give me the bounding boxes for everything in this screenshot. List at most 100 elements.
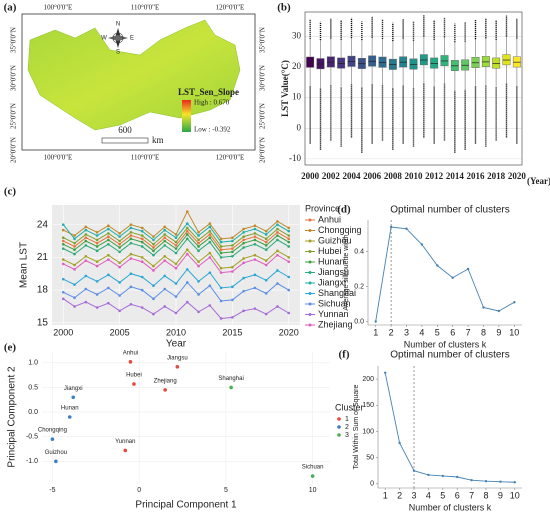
point: [197, 230, 200, 234]
point: [174, 282, 178, 285]
point: [118, 250, 121, 254]
point: [253, 224, 257, 228]
point: [197, 310, 200, 314]
point: [219, 286, 223, 290]
legend-dot: [308, 281, 312, 285]
point: [118, 232, 121, 235]
x-tick-label: 5: [440, 490, 445, 500]
y-tick-label: 0: [297, 122, 302, 132]
y-tick-label: 150: [362, 402, 374, 409]
point: [129, 241, 133, 245]
point: [242, 227, 245, 231]
point: [264, 237, 268, 241]
point: [253, 258, 257, 261]
point: [84, 239, 88, 243]
point: [219, 266, 223, 270]
point: [84, 228, 88, 232]
x-tick-label: 2008: [384, 171, 403, 181]
legend-title: LST_Sen_Slope: [178, 87, 239, 97]
scale-unit: km: [152, 135, 164, 145]
point: [185, 300, 189, 304]
point: [513, 481, 516, 484]
legend-high: High : 0.670: [194, 99, 230, 107]
point: [231, 270, 234, 273]
point: [73, 252, 76, 256]
x-tick-label: 3: [404, 327, 409, 337]
point: [219, 237, 223, 241]
y-tick-label: 0.4: [354, 248, 364, 255]
point: [197, 241, 200, 245]
y-tick-label: 0: [370, 481, 374, 488]
point: [61, 236, 65, 240]
x-tick-label: 6: [450, 327, 455, 337]
x-axis-label: Number of clusters k: [409, 502, 492, 512]
series-line: [384, 372, 515, 483]
lat-label: 20°0'0"N: [259, 137, 267, 163]
x-tick-label: 2005: [110, 327, 130, 337]
legend-dot: [337, 425, 341, 429]
point: [253, 242, 257, 246]
point: [152, 253, 155, 257]
point: [264, 229, 268, 233]
x-tick-label: 10: [309, 487, 317, 494]
point: [118, 242, 121, 246]
point-label: Yunnan: [115, 439, 135, 445]
x-axis-label: Principal Component 1: [135, 500, 237, 511]
legend-label: 2: [345, 424, 349, 431]
point: [219, 299, 223, 303]
y-axis-label: Total Within Sum of Square: [353, 384, 360, 469]
point: [152, 242, 155, 246]
point: [231, 285, 234, 289]
point: [484, 479, 488, 483]
y-axis-label: Mean LST: [19, 242, 30, 288]
point: [129, 237, 133, 241]
point: [219, 271, 223, 274]
point: [152, 238, 155, 242]
point: [253, 273, 257, 277]
point: [129, 257, 133, 260]
x-tick-label: 2016: [467, 171, 486, 181]
point: [287, 229, 291, 233]
lon-label: 120°0'0"E: [216, 154, 245, 162]
panel-label: (f): [339, 349, 350, 361]
point: [123, 448, 128, 453]
point: [287, 240, 291, 244]
x-unit-label: (Year): [527, 176, 550, 186]
point: [219, 317, 223, 320]
point: [152, 284, 155, 288]
point-label: Jiangsu: [167, 355, 188, 361]
panel-label: (e): [4, 342, 17, 354]
point: [152, 264, 155, 268]
x-axis-label: Year: [166, 339, 187, 350]
point: [412, 469, 416, 472]
point: [174, 247, 178, 250]
point: [208, 225, 212, 229]
point: [95, 241, 99, 245]
point-label: Guizhou: [45, 450, 67, 456]
point: [140, 237, 144, 241]
lat-label: 35°0'0"N: [10, 27, 18, 53]
legend-dot: [308, 250, 312, 253]
point: [73, 283, 76, 286]
point: [287, 226, 291, 230]
point: [174, 266, 178, 270]
point: [84, 254, 88, 258]
x-tick-label: 2010: [405, 171, 424, 181]
scale-bar: [101, 137, 149, 144]
point: [219, 248, 223, 252]
point: [107, 258, 110, 261]
point: [287, 234, 291, 237]
x-axis-label: Number of clusters k: [404, 339, 487, 349]
point: [242, 241, 245, 245]
point: [174, 295, 178, 298]
point: [61, 223, 65, 226]
point: [276, 220, 279, 223]
point: [197, 238, 200, 242]
x-tick-label: 1: [383, 490, 388, 500]
x-tick-label: 2002: [322, 171, 341, 181]
point: [84, 244, 88, 247]
point: [276, 305, 279, 308]
point: [152, 269, 155, 272]
point: [276, 238, 279, 242]
